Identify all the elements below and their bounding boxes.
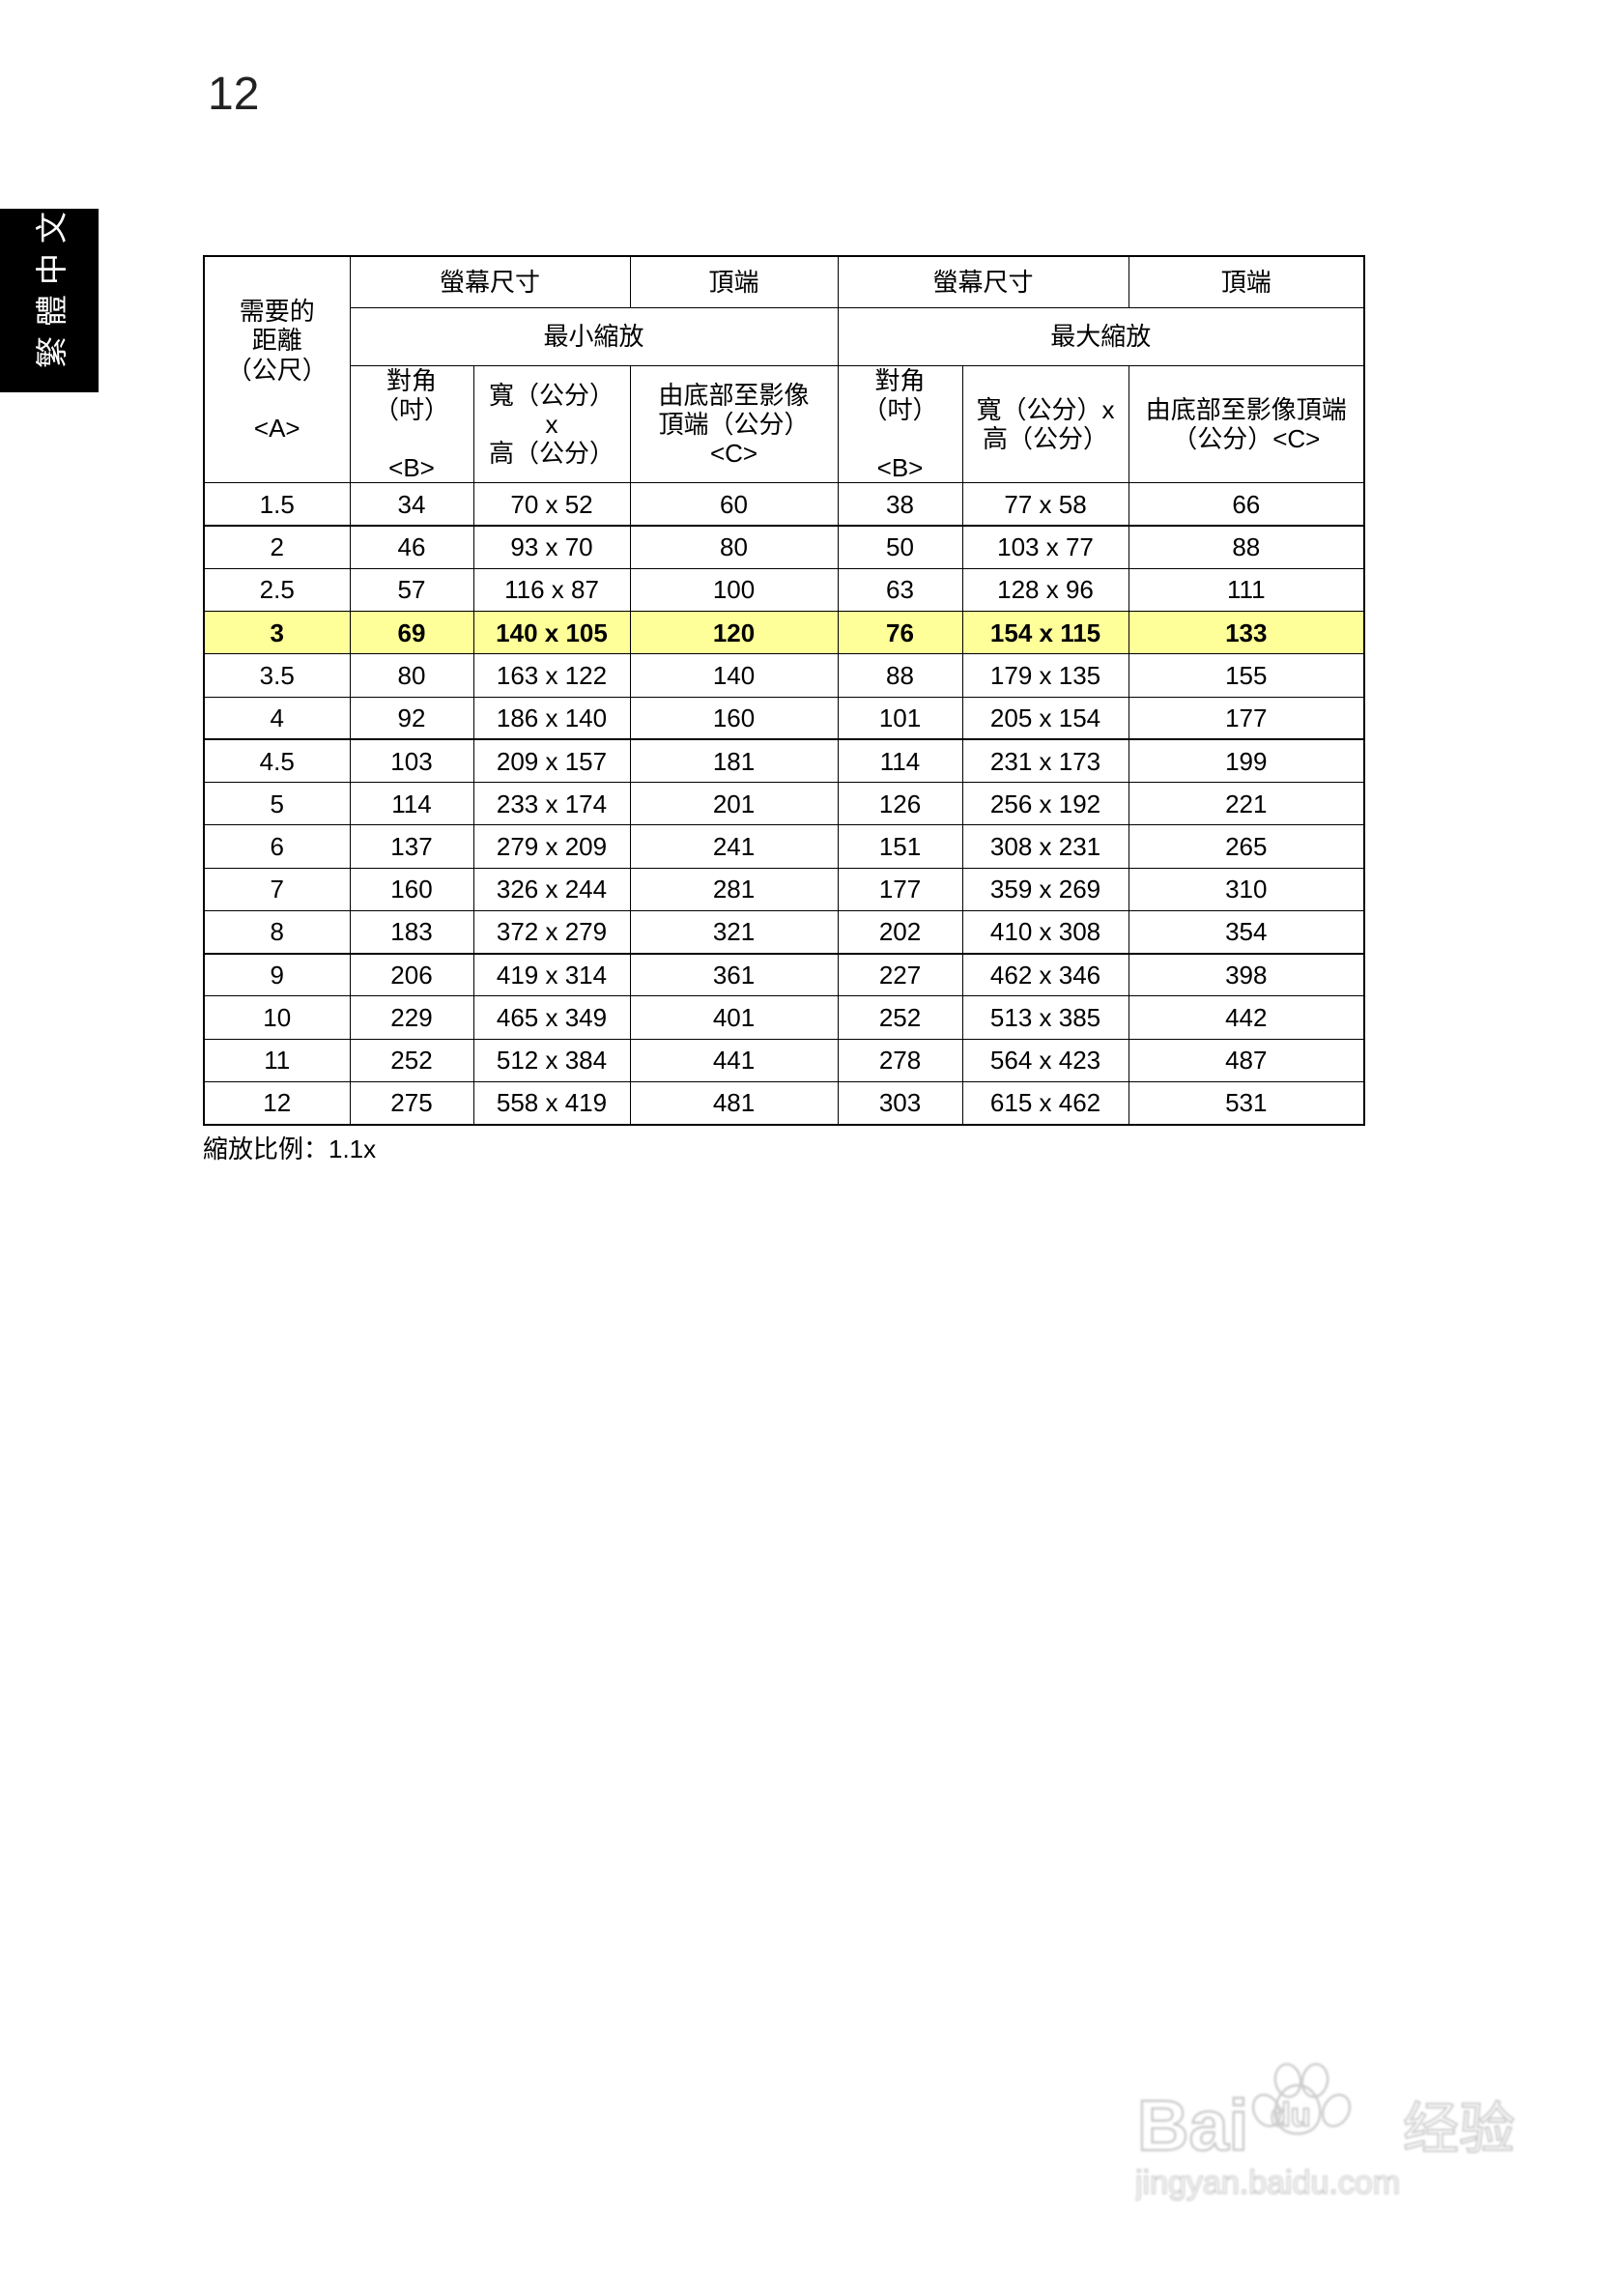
svg-text:Bai: Bai <box>1137 2085 1248 2166</box>
svg-text:jingyan.baidu.com: jingyan.baidu.com <box>1135 2165 1400 2201</box>
svg-text:经验: 经验 <box>1403 2098 1515 2161</box>
svg-text:du: du <box>1271 2097 1311 2134</box>
